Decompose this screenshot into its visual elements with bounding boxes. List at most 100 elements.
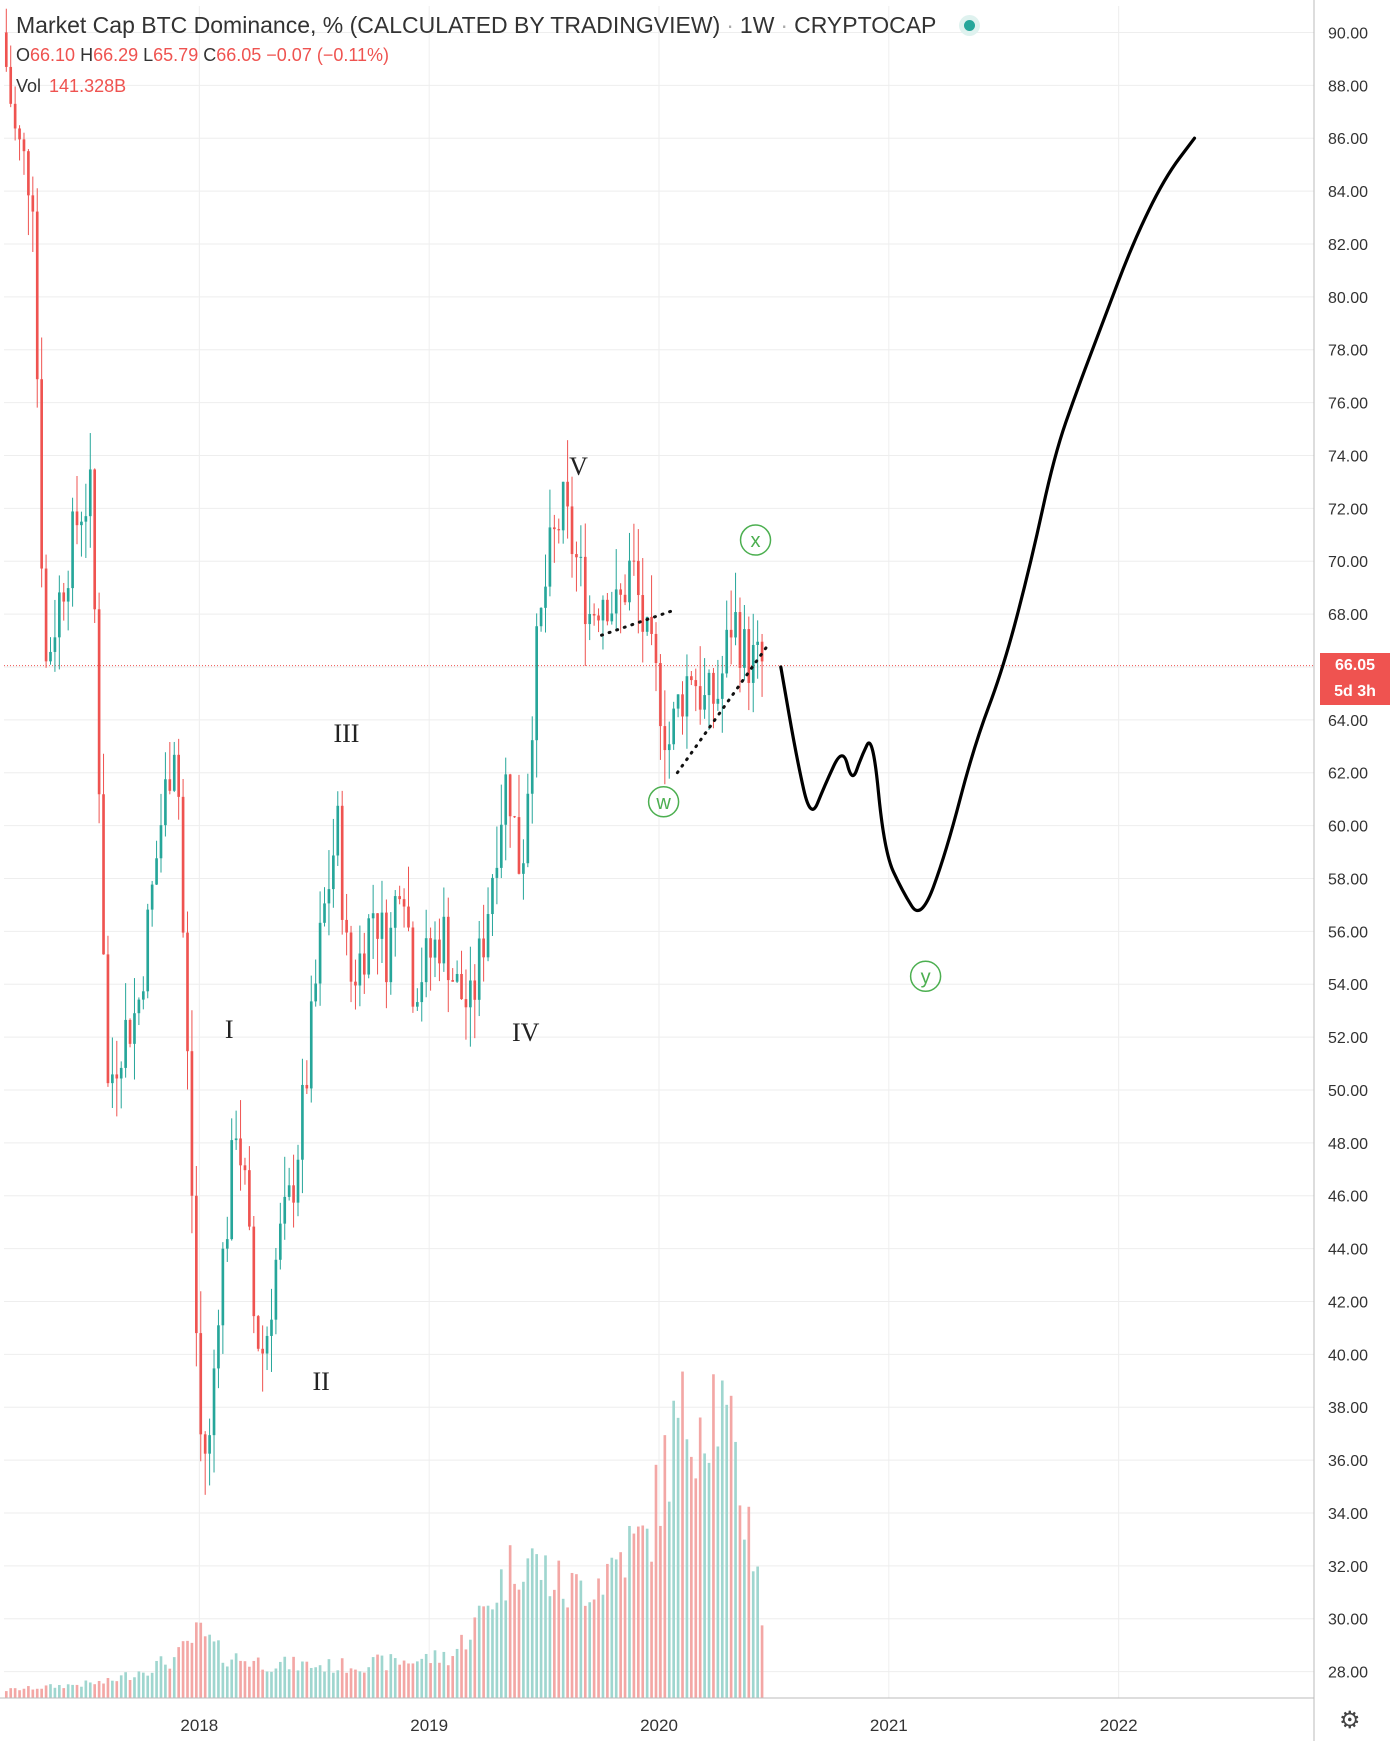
x-tick-label: 2020 — [640, 1716, 678, 1735]
volume-bar — [491, 1609, 494, 1698]
candle-body — [27, 151, 30, 196]
candle-body — [756, 641, 759, 645]
volume-bar — [88, 1682, 92, 1698]
volume-bar — [208, 1634, 211, 1698]
volume-bar — [398, 1664, 401, 1698]
candle-body — [623, 594, 627, 603]
volume-bar — [681, 1371, 684, 1698]
volume-bar — [393, 1658, 397, 1698]
candle-body — [349, 932, 353, 982]
volume-bar — [725, 1404, 729, 1698]
candle-body — [336, 805, 340, 856]
y-tick-label: 50.00 — [1328, 1083, 1368, 1100]
volume-bar — [738, 1505, 742, 1698]
candle-body — [469, 980, 472, 1008]
volume-bar — [530, 1548, 534, 1698]
candle-body — [544, 586, 547, 608]
volume-bar — [168, 1668, 172, 1698]
volume-bar — [97, 1680, 101, 1698]
volume-label: Vol — [16, 76, 42, 96]
volume-bar — [486, 1605, 490, 1698]
candle-body — [698, 686, 702, 710]
candle-body — [195, 1195, 198, 1334]
volume-bar — [278, 1661, 282, 1698]
candle-body — [292, 1185, 295, 1203]
volume-bar — [751, 1571, 755, 1698]
volume-bar — [340, 1658, 344, 1698]
high-label: H — [80, 45, 94, 65]
candle-body — [650, 616, 653, 634]
candle-body — [685, 676, 689, 717]
candle-body — [243, 1165, 247, 1171]
volume-bar — [517, 1589, 521, 1698]
candle-body — [663, 726, 667, 751]
close-value: 66.05 — [216, 45, 262, 65]
candle-body — [530, 740, 534, 794]
x-tick-label: 2022 — [1100, 1716, 1138, 1735]
impulse-wave-label: IV — [512, 1018, 540, 1047]
candle-body — [676, 694, 680, 709]
candle-body — [141, 991, 145, 1000]
volume-bar — [504, 1600, 508, 1698]
candle-body — [332, 855, 335, 890]
candle-body — [296, 1159, 300, 1203]
settings-gear-icon[interactable]: ⚙ — [1339, 1707, 1361, 1734]
volume-bar — [256, 1657, 260, 1698]
volume-bar — [641, 1525, 645, 1698]
candle-body — [35, 211, 39, 380]
separator-dot: · — [726, 12, 734, 38]
grid-lines — [4, 6, 1314, 1698]
candle-body — [385, 912, 388, 983]
candle-body — [614, 589, 618, 614]
y-tick-label: 64.00 — [1328, 713, 1368, 730]
volume-bar — [654, 1464, 658, 1698]
volume-bar — [287, 1669, 291, 1698]
symbol-title-row[interactable]: Market Cap BTC Dominance, % (CALCULATED … — [16, 12, 976, 39]
candle-body — [734, 612, 737, 638]
candle-body — [18, 128, 21, 140]
candle-body — [234, 1138, 238, 1141]
impulse-wave-label: II — [312, 1367, 329, 1396]
volume-bar — [513, 1583, 516, 1698]
volume-bar — [141, 1672, 145, 1698]
last-price-tag: 66.05 — [1320, 652, 1390, 679]
candle-body — [548, 527, 552, 587]
candle-body — [557, 529, 561, 531]
volume-bar — [522, 1581, 525, 1698]
candle-body — [451, 980, 455, 982]
volume-bar — [464, 1649, 468, 1698]
volume-bar — [22, 1688, 26, 1698]
candle-body — [203, 1434, 207, 1454]
candle-body — [720, 673, 724, 699]
volume-value: 141.328B — [49, 76, 127, 96]
volume-bar — [548, 1596, 552, 1698]
volume-bar — [305, 1661, 309, 1698]
candle-body — [71, 511, 74, 589]
candle-body — [619, 589, 622, 595]
y-tick-label: 40.00 — [1328, 1347, 1368, 1364]
candle-body — [464, 999, 468, 1008]
candle-body — [146, 909, 150, 992]
volume-bar — [4, 1691, 8, 1698]
volume-bar — [438, 1662, 441, 1698]
volume-bar — [9, 1688, 13, 1698]
volume-bar — [575, 1574, 578, 1698]
volume-bar — [619, 1552, 622, 1698]
volume-bar — [707, 1462, 711, 1698]
volume-bar — [508, 1545, 512, 1698]
candle-body — [526, 793, 530, 864]
volume-bar — [234, 1653, 238, 1698]
low-value: 65.79 — [153, 45, 199, 65]
volume-bar — [270, 1671, 273, 1698]
close-label: C — [203, 45, 217, 65]
y-tick-label: 56.00 — [1328, 924, 1368, 941]
candle-body — [58, 592, 61, 638]
candle-body — [508, 774, 512, 817]
volume-bar — [544, 1555, 547, 1698]
volume-bar — [362, 1672, 366, 1698]
candle-body — [513, 816, 516, 818]
volume-bar — [66, 1684, 70, 1698]
candle-body — [4, 32, 8, 67]
volume-bar — [239, 1660, 242, 1698]
